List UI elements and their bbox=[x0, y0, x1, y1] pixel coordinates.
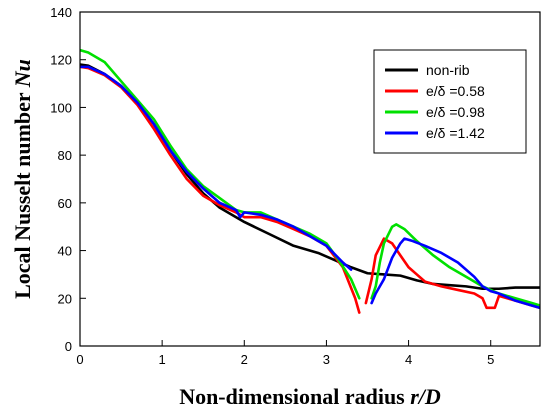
series-3-line-segment-1 bbox=[80, 48, 361, 300]
legend-box bbox=[373, 49, 527, 154]
series-2-line-segment-2 bbox=[364, 237, 540, 310]
y-axis-title: Local Nusselt number Nu bbox=[10, 59, 35, 299]
legend-label: e/δ =0.98 bbox=[426, 104, 485, 120]
x-axis-title-text: Non-dimensional radius bbox=[179, 384, 405, 409]
y-axis-title-var: Nu bbox=[10, 59, 35, 88]
y-tick-label: 40 bbox=[58, 244, 72, 259]
y-tick-label: 100 bbox=[50, 100, 72, 115]
legend-label: e/δ =1.42 bbox=[426, 125, 485, 141]
x-tick-label: 4 bbox=[405, 352, 412, 367]
y-tick-label: 140 bbox=[50, 5, 72, 20]
y-tick-label: 20 bbox=[58, 291, 72, 306]
x-axis-title: Non-dimensional radius r/D bbox=[179, 384, 441, 409]
x-tick-label: 0 bbox=[76, 352, 83, 367]
series-2-line-segment-1 bbox=[80, 65, 361, 314]
y-axis-ticks: 0 20 40 60 80 100 120 140 bbox=[50, 5, 86, 354]
x-tick-label: 3 bbox=[323, 352, 330, 367]
series-4-line-segment-2 bbox=[370, 237, 540, 310]
legend-label: e/δ =0.58 bbox=[426, 83, 485, 99]
x-axis-title-var: r/D bbox=[410, 384, 441, 409]
series-layer bbox=[80, 48, 540, 314]
y-tick-label: 80 bbox=[58, 148, 72, 163]
legend-label: non-rib bbox=[426, 62, 470, 78]
series-4-line-segment-1 bbox=[80, 65, 353, 271]
y-tick-label: 60 bbox=[58, 196, 72, 211]
y-tick-label: 120 bbox=[50, 53, 72, 68]
y-tick-label: 0 bbox=[65, 339, 72, 354]
legend: non-rib e/δ =0.58 e/δ =0.98 e/δ =1.42 bbox=[373, 49, 527, 154]
x-tick-label: 5 bbox=[487, 352, 494, 367]
x-tick-label: 1 bbox=[159, 352, 166, 367]
series-3-line-segment-2 bbox=[370, 223, 540, 307]
x-tick-label: 2 bbox=[241, 352, 248, 367]
x-axis-ticks: 0 1 2 3 4 5 bbox=[76, 340, 494, 367]
plot-frame bbox=[79, 11, 541, 347]
y-axis-title-text: Local Nusselt number bbox=[10, 92, 35, 299]
